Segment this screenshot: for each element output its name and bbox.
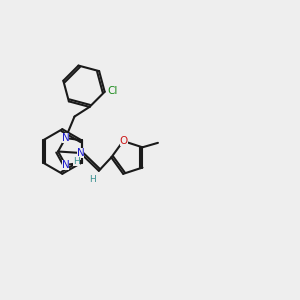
Text: N: N bbox=[62, 133, 69, 143]
Text: N: N bbox=[62, 160, 69, 170]
Text: Cl: Cl bbox=[108, 86, 118, 96]
Text: O: O bbox=[120, 136, 128, 146]
Text: N: N bbox=[76, 148, 84, 158]
Text: H: H bbox=[73, 157, 80, 166]
Text: H: H bbox=[89, 175, 96, 184]
